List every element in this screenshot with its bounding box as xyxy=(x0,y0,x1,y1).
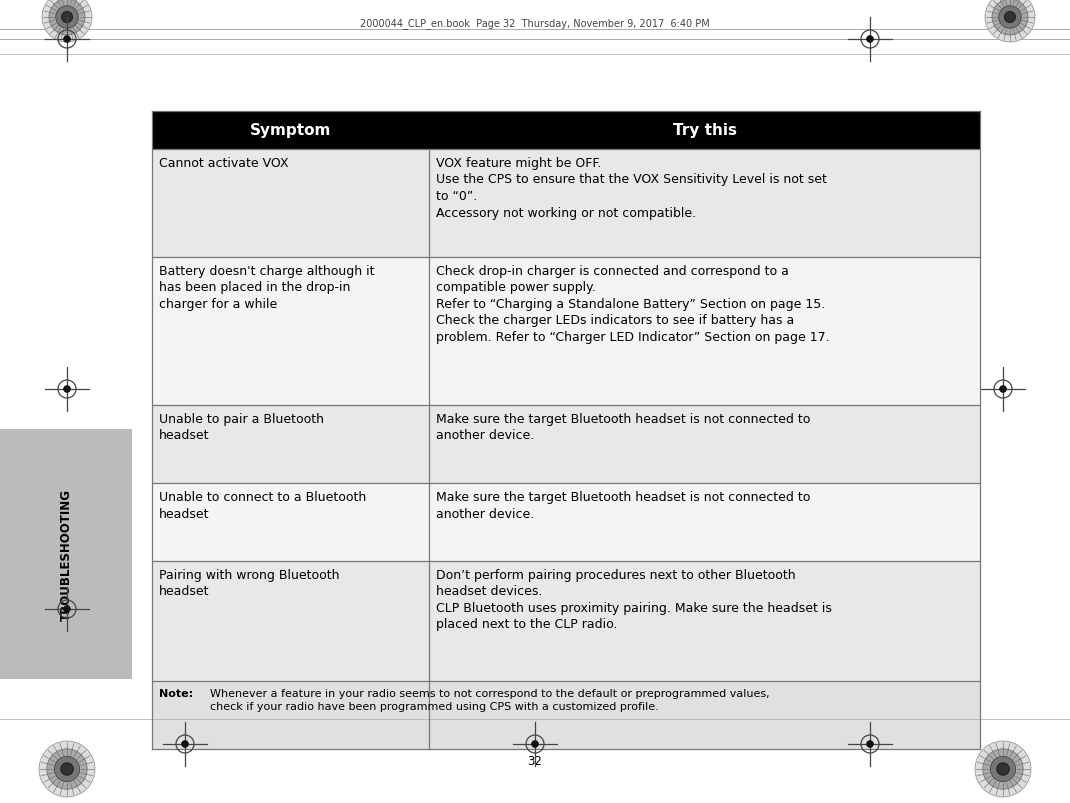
Circle shape xyxy=(49,0,85,36)
Text: TROUBLESHOOTING: TROUBLESHOOTING xyxy=(60,488,73,620)
Bar xyxy=(152,150,429,258)
Text: Cannot activate VOX: Cannot activate VOX xyxy=(159,157,289,169)
Circle shape xyxy=(999,386,1007,393)
Circle shape xyxy=(997,763,1009,775)
Text: VOX feature might be OFF.
Use the CPS to ensure that the VOX Sensitivity Level i: VOX feature might be OFF. Use the CPS to… xyxy=(437,157,827,219)
Circle shape xyxy=(983,749,1023,789)
Text: Make sure the target Bluetooth headset is not connected to
another device.: Make sure the target Bluetooth headset i… xyxy=(437,413,811,442)
Circle shape xyxy=(991,756,1015,781)
Circle shape xyxy=(998,6,1021,29)
Text: Whenever a feature in your radio seems to not correspond to the default or prepr: Whenever a feature in your radio seems t… xyxy=(210,688,769,711)
Circle shape xyxy=(39,741,95,797)
Circle shape xyxy=(182,740,188,748)
Circle shape xyxy=(985,0,1035,43)
Circle shape xyxy=(42,0,92,43)
Bar xyxy=(429,150,980,258)
Text: Try this: Try this xyxy=(673,124,736,138)
Text: Symptom: Symptom xyxy=(250,124,332,138)
Circle shape xyxy=(867,740,873,748)
Circle shape xyxy=(867,36,873,43)
Circle shape xyxy=(61,763,73,775)
Text: 2000044_CLP_en.book  Page 32  Thursday, November 9, 2017  6:40 PM: 2000044_CLP_en.book Page 32 Thursday, No… xyxy=(361,18,709,29)
Circle shape xyxy=(63,36,71,43)
Circle shape xyxy=(61,13,73,23)
Text: Make sure the target Bluetooth headset is not connected to
another device.: Make sure the target Bluetooth headset i… xyxy=(437,491,811,520)
Text: Check drop-in charger is connected and correspond to a
compatible power supply.
: Check drop-in charger is connected and c… xyxy=(437,265,830,344)
Text: Unable to pair a Bluetooth
headset: Unable to pair a Bluetooth headset xyxy=(159,413,324,442)
Bar xyxy=(429,483,980,561)
Text: 32: 32 xyxy=(528,754,542,767)
Text: Pairing with wrong Bluetooth
headset: Pairing with wrong Bluetooth headset xyxy=(159,569,339,597)
Circle shape xyxy=(56,6,78,29)
Text: Battery doesn't charge although it
has been placed in the drop-in
charger for a : Battery doesn't charge although it has b… xyxy=(159,265,374,311)
Circle shape xyxy=(975,741,1031,797)
Circle shape xyxy=(532,740,538,748)
Text: Unable to connect to a Bluetooth
headset: Unable to connect to a Bluetooth headset xyxy=(159,491,366,520)
Text: Note:: Note: xyxy=(159,688,193,698)
Circle shape xyxy=(47,749,87,789)
Circle shape xyxy=(63,605,71,613)
Text: Don’t perform pairing procedures next to other Bluetooth
headset devices.
CLP Bl: Don’t perform pairing procedures next to… xyxy=(437,569,832,630)
Bar xyxy=(152,112,980,150)
Bar xyxy=(152,561,429,681)
Circle shape xyxy=(1005,13,1015,23)
Bar xyxy=(429,406,980,483)
Bar xyxy=(429,258,980,406)
Bar xyxy=(152,483,429,561)
Bar xyxy=(429,561,980,681)
Circle shape xyxy=(63,386,71,393)
Bar xyxy=(152,406,429,483)
Bar xyxy=(152,681,980,749)
Circle shape xyxy=(992,0,1028,36)
Bar xyxy=(152,258,429,406)
Bar xyxy=(0,430,132,679)
Circle shape xyxy=(55,756,79,781)
